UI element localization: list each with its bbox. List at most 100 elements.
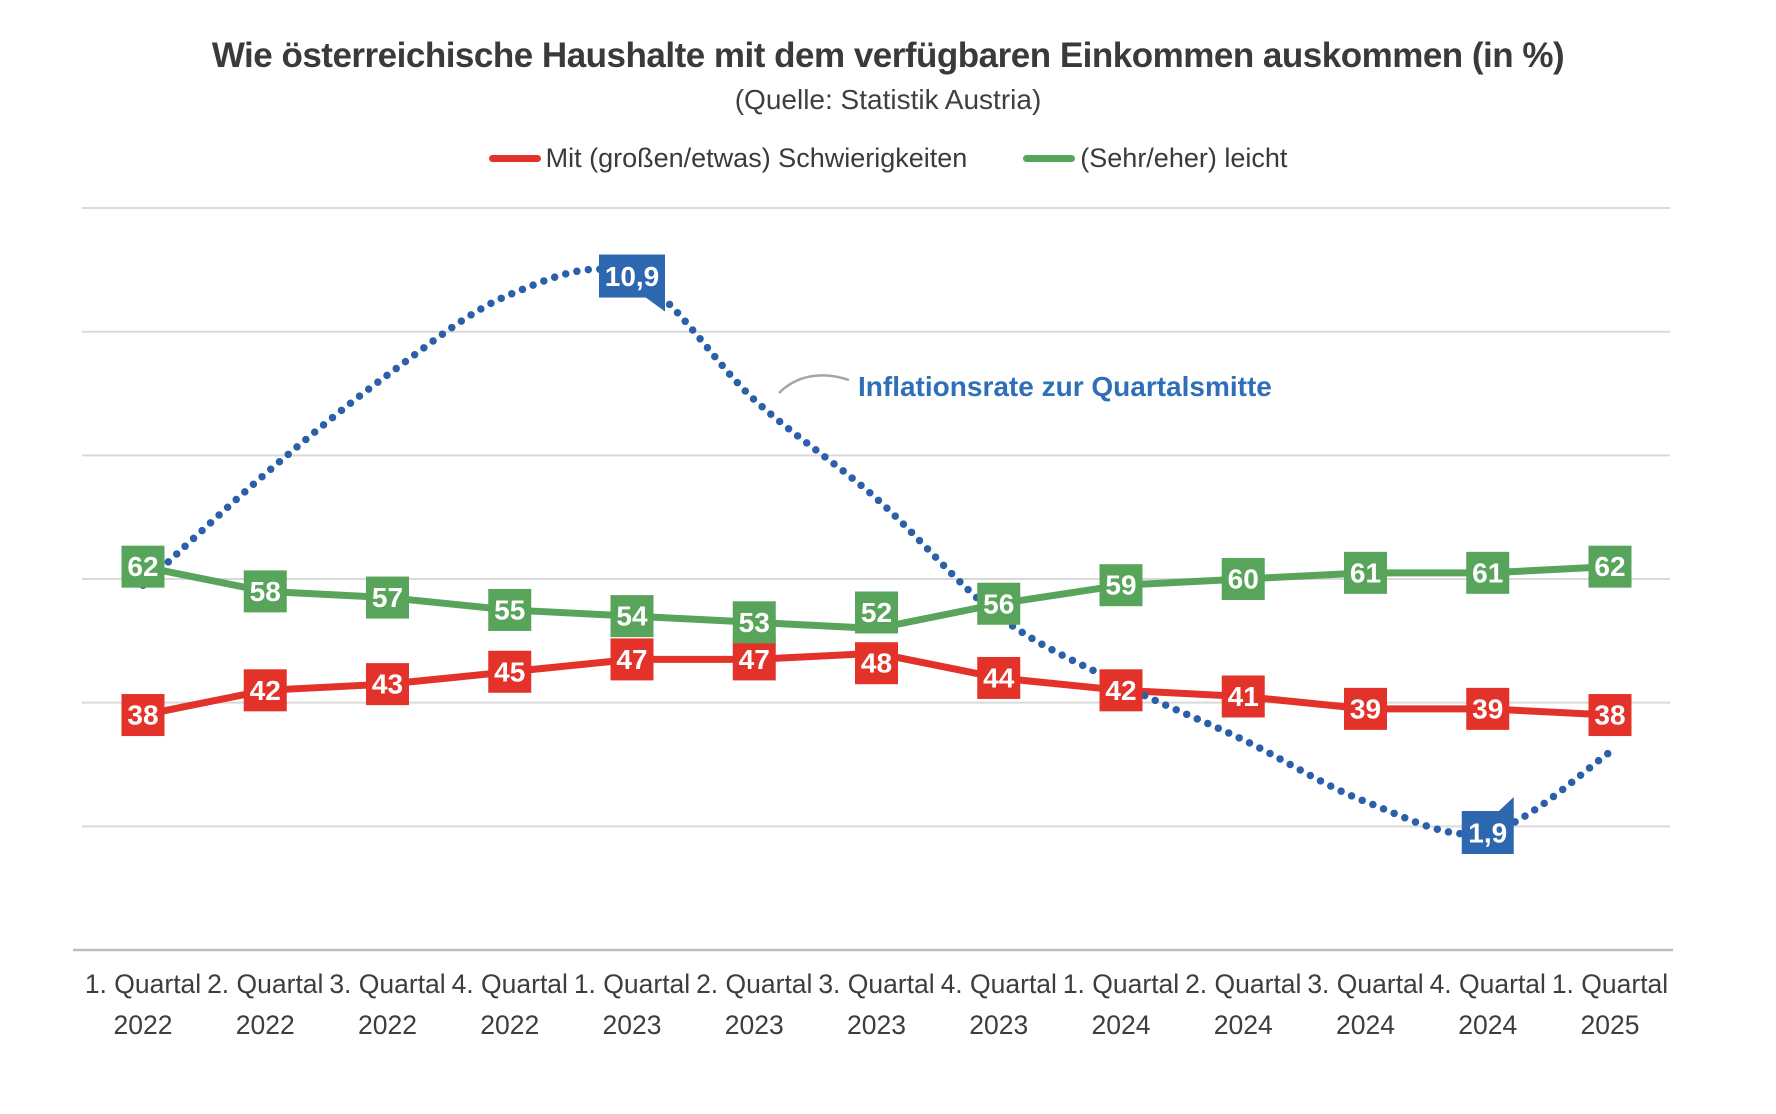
x-axis-label: 1. Quartal 2025 — [1552, 969, 1668, 1040]
data-label-value: 52 — [861, 597, 892, 628]
data-label-red: 42 — [243, 669, 287, 712]
callout-box — [599, 254, 665, 298]
gridlines-group — [73, 207, 1673, 952]
data-label-box — [366, 663, 409, 706]
x-axis-label: 3. Quartal 2024 — [1307, 969, 1423, 1040]
data-labels-group: 38 42 43 45 47 47 48 44 42 41 39 39 38 62 58 57 55 54 53 52… — [121, 254, 1632, 855]
data-label-box — [855, 642, 898, 685]
data-label-box — [1099, 669, 1143, 712]
data-label-value: 47 — [616, 644, 647, 675]
callout-pointer — [643, 295, 665, 312]
data-label-value: 59 — [1105, 570, 1136, 601]
x-axis-label: 3. Quartal 2022 — [329, 969, 445, 1040]
data-label-box — [610, 595, 654, 638]
data-label-box — [243, 570, 287, 613]
legend-label-easy: (Sehr/eher) leicht — [1080, 143, 1288, 173]
x-axis-label: 2. Quartal 2023 — [696, 969, 812, 1040]
data-label-value: 54 — [616, 601, 648, 632]
data-label-box — [1221, 558, 1265, 601]
data-label-green: 54 — [610, 595, 654, 638]
data-label-red: 47 — [732, 638, 776, 681]
x-axis-label: 1. Quartal 2023 — [574, 969, 690, 1040]
data-label-box — [855, 591, 898, 634]
legend-item-easy: (Sehr/eher) leicht — [1023, 143, 1287, 174]
data-label-value: 42 — [250, 675, 281, 706]
data-label-green: 62 — [121, 545, 165, 588]
data-label-box — [1221, 675, 1265, 718]
data-label-red: 38 — [1588, 694, 1632, 737]
x-axis-label: 4. Quartal 2022 — [452, 969, 568, 1040]
data-label-value: 39 — [1350, 693, 1381, 724]
inflation-callout: 1,9 — [1461, 797, 1514, 855]
annotation-leader-group — [778, 374, 850, 394]
x-axis-label: 1. Quartal 2022 — [85, 969, 201, 1040]
data-label-green: 62 — [1588, 545, 1632, 588]
legend-item-difficulties: Mit (großen/etwas) Schwierigkeiten — [488, 143, 968, 174]
series-lines-group — [139, 265, 1614, 838]
data-label-green: 59 — [1099, 564, 1143, 607]
x-axis-label: 1. Quartal 2024 — [1063, 969, 1179, 1040]
data-label-value: 62 — [127, 551, 158, 582]
data-label-red: 47 — [610, 638, 654, 681]
data-label-green: 53 — [732, 601, 776, 644]
legend-swatch-red — [488, 155, 541, 162]
data-label-green: 57 — [366, 576, 409, 619]
data-label-box — [121, 694, 165, 737]
data-label-box — [1344, 687, 1387, 730]
data-label-value: 38 — [1594, 700, 1625, 731]
data-label-box — [121, 545, 165, 588]
data-label-value: 43 — [372, 669, 403, 700]
data-label-value: 44 — [983, 662, 1015, 693]
chart-subtitle: (Quelle: Statistik Austria) — [734, 84, 1042, 115]
data-label-box — [610, 638, 654, 681]
data-label-value: 56 — [983, 588, 1014, 619]
data-label-box — [243, 669, 287, 712]
series-inflation-dotted-line — [139, 265, 1614, 838]
inflation-callout: 10,9 — [599, 254, 665, 312]
data-label-green: 61 — [1344, 551, 1387, 594]
legend-label-difficulties: Mit (großen/etwas) Schwierigkeiten — [545, 143, 968, 173]
data-label-box — [1466, 551, 1510, 594]
data-label-box — [1466, 687, 1510, 730]
callout-pointer — [1496, 797, 1514, 814]
data-label-box — [1588, 694, 1632, 737]
data-label-value: 39 — [1472, 693, 1503, 724]
data-label-box — [488, 650, 532, 693]
x-axis-label: 4. Quartal 2023 — [941, 969, 1057, 1040]
data-label-red: 43 — [366, 663, 409, 706]
data-label-value: 58 — [250, 576, 281, 607]
x-axis-label: 2. Quartal 2024 — [1185, 969, 1301, 1040]
x-axis-label: 2. Quartal 2022 — [207, 969, 323, 1040]
data-label-red: 39 — [1344, 687, 1387, 730]
callout-box — [1461, 811, 1514, 855]
data-label-value: 38 — [127, 700, 158, 731]
data-label-value: 61 — [1472, 557, 1503, 588]
data-label-red: 38 — [121, 694, 165, 737]
legend-swatch-green — [1023, 155, 1076, 162]
x-axis-label: 4. Quartal 2024 — [1430, 969, 1546, 1040]
data-label-red: 39 — [1466, 687, 1510, 730]
annotation-leader-line — [778, 374, 850, 394]
data-label-value: 53 — [739, 607, 770, 638]
data-label-box — [732, 601, 776, 644]
data-label-green: 56 — [977, 582, 1021, 625]
data-label-red: 41 — [1221, 675, 1265, 718]
data-label-box — [488, 588, 532, 631]
data-label-value: 41 — [1228, 681, 1259, 712]
legend: Mit (großen/etwas) Schwierigkeiten (Sehr… — [0, 143, 1776, 174]
data-label-box — [366, 576, 409, 619]
data-label-value: 45 — [494, 656, 525, 687]
data-label-green: 60 — [1221, 558, 1265, 601]
data-label-value: 42 — [1105, 675, 1136, 706]
data-label-red: 48 — [855, 642, 898, 685]
data-label-box — [977, 656, 1021, 699]
data-label-green: 58 — [243, 570, 287, 613]
data-label-value: 61 — [1350, 557, 1381, 588]
data-label-red: 45 — [488, 650, 532, 693]
data-label-value: 62 — [1594, 551, 1625, 582]
inflation-annotation-label: Inflationsrate zur Quartalsmitte — [858, 371, 1272, 402]
data-label-value: 47 — [739, 644, 770, 675]
